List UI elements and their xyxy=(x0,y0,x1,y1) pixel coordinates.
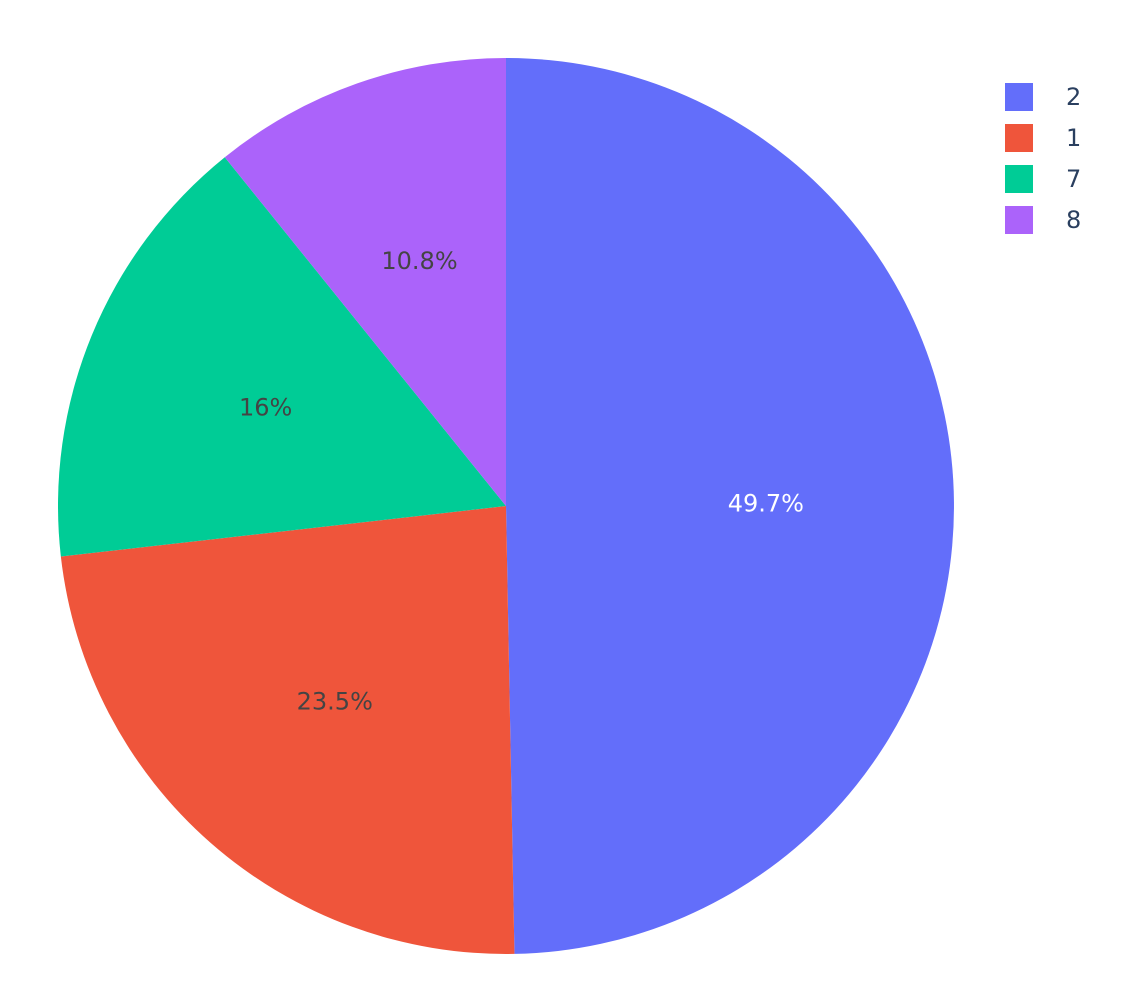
legend-swatch xyxy=(1005,164,1033,193)
legend-swatch xyxy=(1005,123,1033,152)
legend-item-2[interactable]: 2 xyxy=(1005,76,1081,117)
slice-label-7: 16% xyxy=(239,393,292,421)
slice-label-8: 10.8% xyxy=(381,247,457,275)
pie-slice-8[interactable] xyxy=(224,58,507,506)
legend-swatch xyxy=(1005,82,1033,111)
pie-slice-labels: 49.7% 23.5% 16% 10.8% xyxy=(239,247,804,715)
legend-swatch xyxy=(1005,205,1033,234)
legend-label: 1 xyxy=(1066,123,1082,152)
legend-label: 2 xyxy=(1066,82,1082,111)
pie-slice-1[interactable] xyxy=(60,506,515,954)
slice-label-1: 23.5% xyxy=(297,687,373,715)
pie-slice-7[interactable] xyxy=(57,157,507,557)
legend-item-1[interactable]: 1 xyxy=(1005,117,1081,158)
legend-label: 8 xyxy=(1066,205,1082,234)
pie-slice-2[interactable] xyxy=(506,58,954,954)
legend-item-8[interactable]: 8 xyxy=(1005,199,1081,240)
pie-slices xyxy=(57,58,954,954)
slice-label-2: 49.7% xyxy=(728,490,804,518)
legend-label: 7 xyxy=(1066,164,1082,193)
legend-item-7[interactable]: 7 xyxy=(1005,158,1081,199)
legend: 2 1 7 8 xyxy=(1005,76,1081,240)
